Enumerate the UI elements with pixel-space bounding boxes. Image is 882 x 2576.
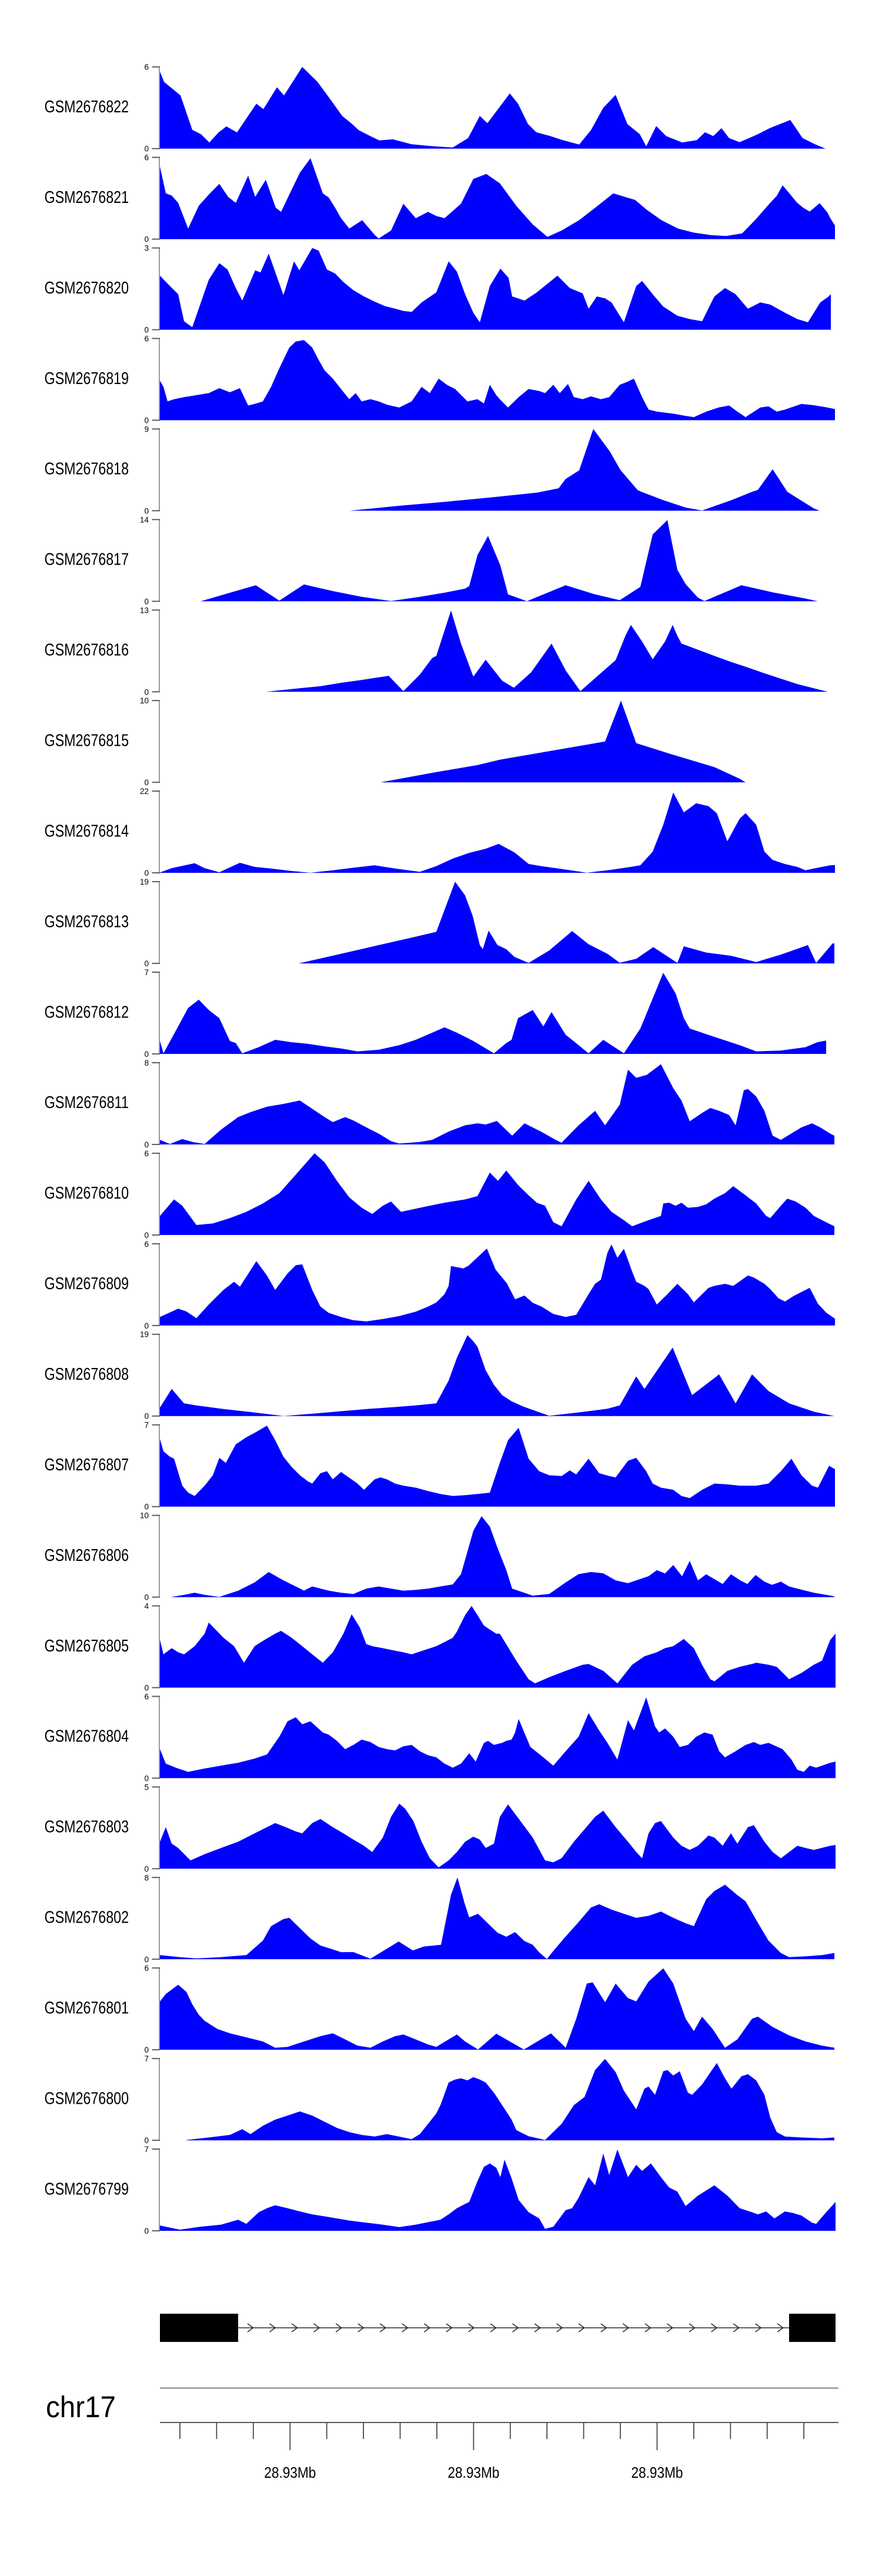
svg-text:3: 3 [144,244,149,253]
svg-text:0: 0 [144,1050,149,1059]
svg-text:0: 0 [144,1593,149,1602]
svg-text:GSM2676819: GSM2676819 [45,369,129,388]
svg-text:5: 5 [144,1783,149,1791]
svg-text:10: 10 [140,1511,149,1520]
svg-text:0: 0 [144,2136,149,2145]
svg-text:GSM2676808: GSM2676808 [45,1365,129,1384]
svg-text:GSM2676801: GSM2676801 [45,1999,129,2018]
svg-text:6: 6 [144,1964,149,1973]
svg-text:GSM2676805: GSM2676805 [45,1637,129,1656]
svg-text:7: 7 [144,1421,149,1430]
svg-text:GSM2676803: GSM2676803 [45,1818,129,1837]
svg-text:13: 13 [140,606,149,615]
svg-text:GSM2676799: GSM2676799 [45,2180,129,2198]
svg-text:19: 19 [140,877,149,886]
svg-text:GSM2676806: GSM2676806 [45,1546,129,1565]
svg-text:0: 0 [144,1684,149,1693]
svg-text:0: 0 [144,959,149,968]
svg-text:4: 4 [144,1602,149,1611]
svg-text:GSM2676820: GSM2676820 [45,279,129,298]
svg-text:0: 0 [144,1412,149,1421]
svg-text:0: 0 [144,235,149,244]
svg-text:GSM2676815: GSM2676815 [45,732,129,750]
svg-text:0: 0 [144,688,149,696]
svg-text:8: 8 [144,1873,149,1882]
svg-text:22: 22 [140,787,149,796]
svg-text:GSM2676809: GSM2676809 [45,1274,129,1293]
svg-text:6: 6 [144,154,149,162]
svg-text:9: 9 [144,425,149,433]
svg-text:6: 6 [144,1149,149,1158]
svg-text:0: 0 [144,506,149,515]
svg-text:7: 7 [144,2054,149,2063]
svg-text:GSM2676800: GSM2676800 [45,2090,129,2108]
svg-text:14: 14 [140,515,149,524]
svg-text:28.93Mb: 28.93Mb [632,2464,683,2481]
svg-text:0: 0 [144,778,149,787]
svg-text:GSM2676804: GSM2676804 [45,1727,129,1746]
svg-text:0: 0 [144,1322,149,1330]
svg-text:GSM2676802: GSM2676802 [45,1908,129,1927]
svg-text:8: 8 [144,1059,149,1067]
svg-text:GSM2676817: GSM2676817 [45,550,129,569]
svg-text:0: 0 [144,1864,149,1873]
svg-text:0: 0 [144,1503,149,1511]
svg-text:28.93Mb: 28.93Mb [447,2464,499,2481]
svg-text:GSM2676814: GSM2676814 [45,822,129,840]
svg-text:0: 0 [144,2046,149,2054]
svg-text:0: 0 [144,1231,149,1240]
svg-text:6: 6 [144,1692,149,1701]
svg-text:0: 0 [144,869,149,877]
svg-text:10: 10 [140,696,149,705]
svg-text:chr17: chr17 [46,2390,116,2424]
svg-text:0: 0 [144,1140,149,1149]
svg-text:GSM2676816: GSM2676816 [45,641,129,660]
svg-text:GSM2676807: GSM2676807 [45,1456,129,1474]
svg-text:7: 7 [144,2145,149,2154]
svg-text:0: 0 [144,1774,149,1783]
svg-text:GSM2676810: GSM2676810 [45,1184,129,1203]
svg-text:GSM2676818: GSM2676818 [45,460,129,479]
svg-text:0: 0 [144,2227,149,2235]
svg-text:19: 19 [140,1330,149,1339]
svg-text:0: 0 [144,145,149,154]
svg-text:0: 0 [144,597,149,606]
svg-text:6: 6 [144,63,149,72]
svg-text:0: 0 [144,1955,149,1964]
svg-text:7: 7 [144,968,149,977]
svg-text:0: 0 [144,326,149,335]
svg-text:28.93Mb: 28.93Mb [264,2464,316,2481]
svg-text:GSM2676812: GSM2676812 [45,1003,129,1022]
svg-text:GSM2676813: GSM2676813 [45,912,129,931]
svg-text:6: 6 [144,1240,149,1249]
svg-text:GSM2676811: GSM2676811 [45,1093,129,1112]
svg-text:0: 0 [144,416,149,425]
svg-text:6: 6 [144,335,149,343]
svg-text:GSM2676822: GSM2676822 [45,98,129,116]
svg-text:GSM2676821: GSM2676821 [45,188,129,207]
